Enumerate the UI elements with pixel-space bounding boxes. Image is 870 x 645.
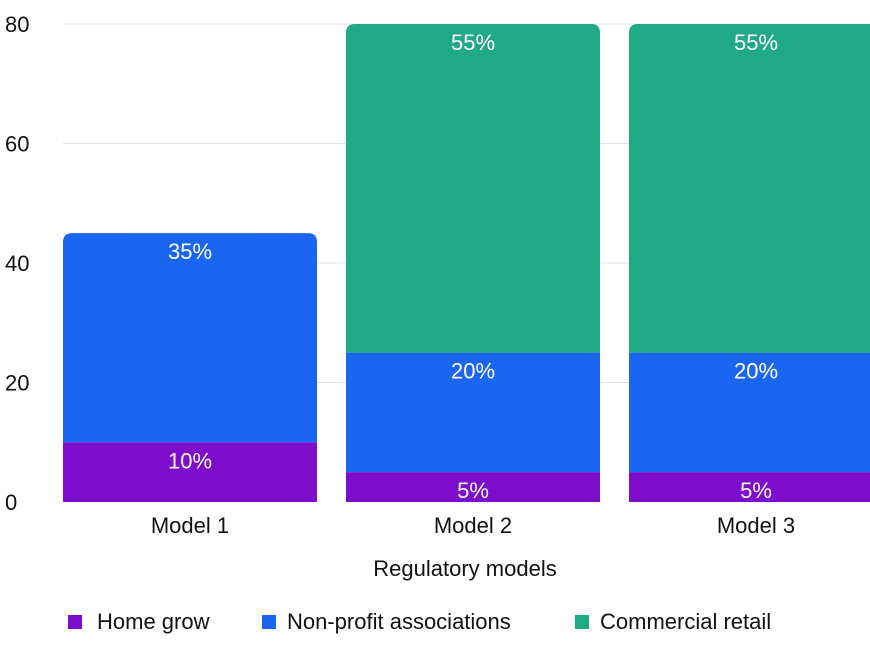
legend-swatch bbox=[575, 615, 589, 629]
bar-segment-commercial-retail bbox=[346, 24, 600, 353]
y-tick-label: 0 bbox=[5, 490, 17, 515]
x-category-label: Model 2 bbox=[434, 513, 512, 538]
y-tick-label: 20 bbox=[5, 371, 29, 396]
y-tick-label: 80 bbox=[5, 12, 29, 37]
x-category-label: Model 1 bbox=[151, 513, 229, 538]
data-label: 10% bbox=[168, 448, 212, 473]
bar-segment-commercial-retail bbox=[629, 24, 870, 353]
data-label: 55% bbox=[734, 30, 778, 55]
data-label: 20% bbox=[451, 359, 495, 384]
legend-label: Non-profit associations bbox=[287, 609, 511, 634]
bar-segment-non-profit-associations bbox=[63, 233, 317, 442]
legend-label: Home grow bbox=[97, 609, 210, 634]
data-label: 5% bbox=[457, 478, 489, 503]
y-axis-ticks: 0 20 40 60 80 bbox=[5, 12, 29, 515]
data-label: 55% bbox=[451, 30, 495, 55]
legend: Home grow Non-profit associations Commerci… bbox=[68, 609, 771, 634]
data-label: 35% bbox=[168, 239, 212, 264]
legend-item: Commercial retail bbox=[575, 609, 771, 634]
x-category-label: Model 3 bbox=[717, 513, 795, 538]
legend-swatch bbox=[262, 615, 276, 629]
data-label: 5% bbox=[740, 478, 772, 503]
legend-label: Commercial retail bbox=[600, 609, 771, 634]
data-label: 20% bbox=[734, 359, 778, 384]
x-axis-categories: Model 1 Model 2 Model 3 bbox=[151, 513, 795, 538]
legend-item: Home grow bbox=[68, 609, 210, 634]
y-tick-label: 60 bbox=[5, 132, 29, 157]
y-tick-label: 40 bbox=[5, 251, 29, 276]
x-axis-title: Regulatory models bbox=[373, 556, 556, 581]
legend-item: Non-profit associations bbox=[262, 609, 511, 634]
legend-swatch bbox=[68, 615, 82, 629]
